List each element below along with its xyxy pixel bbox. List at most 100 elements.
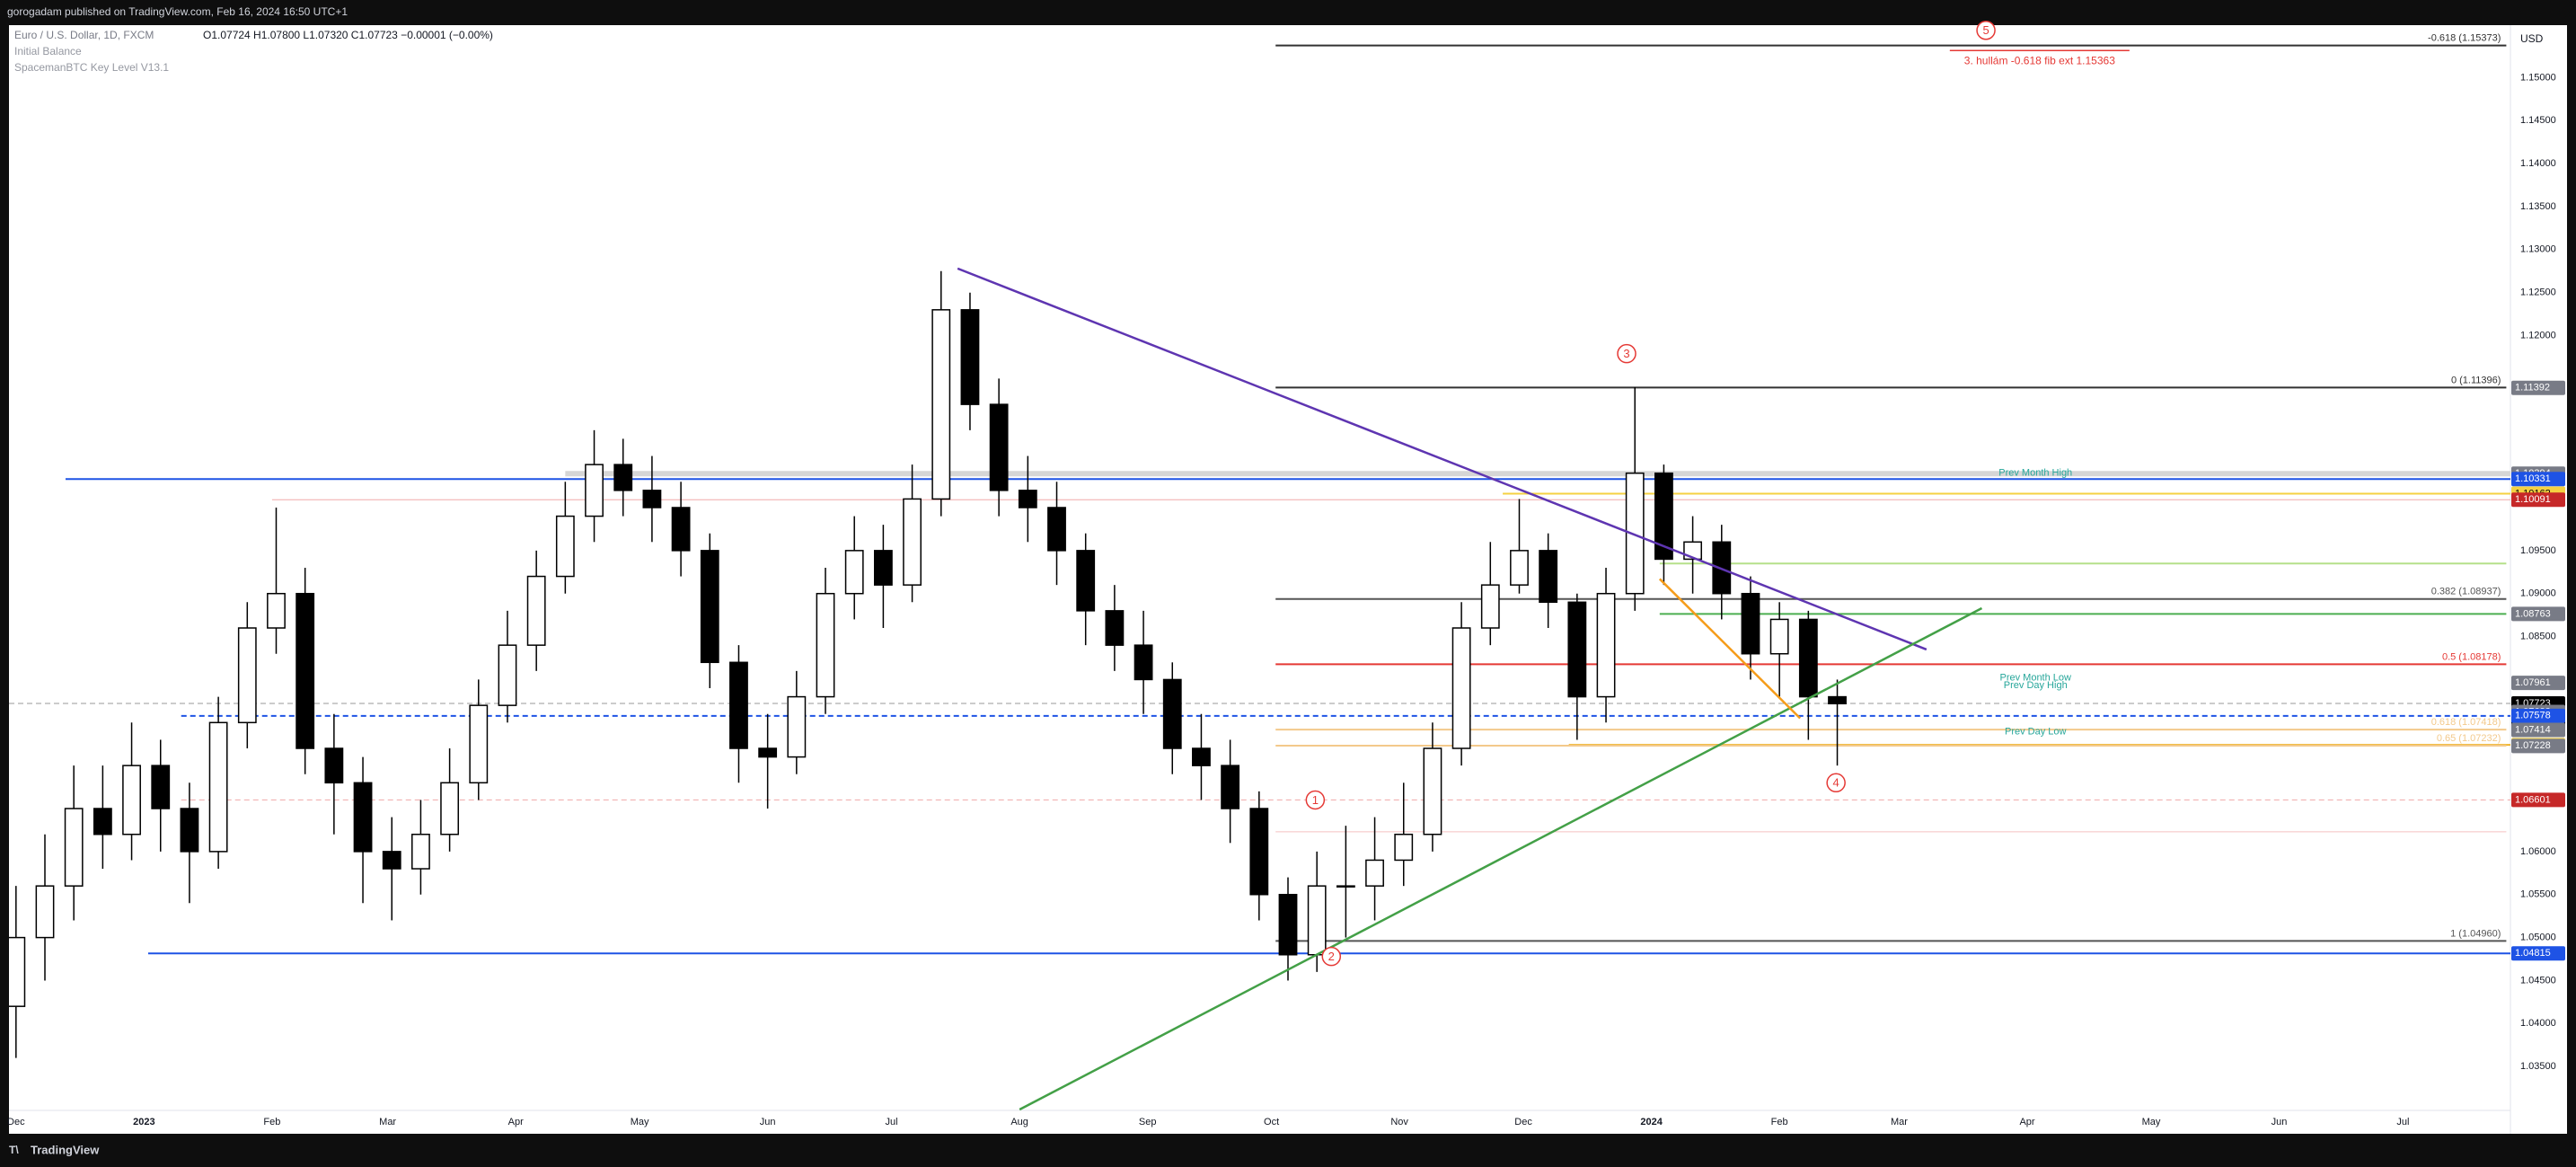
y-tick-label: 1.13000 <box>2520 244 2556 255</box>
candle-body <box>642 490 662 508</box>
price-badge-label: 1.08763 <box>2515 608 2551 619</box>
price-badge <box>2511 606 2565 622</box>
candle-body <box>1510 550 1529 586</box>
y-tick-label: 1.13500 <box>2520 201 2556 212</box>
price-badge <box>2511 792 2565 808</box>
candle-body <box>440 782 460 835</box>
annotation: 3. hullám -0.618 fib ext 1.15363 <box>1964 54 2115 66</box>
price-badge-label: 1.10331 <box>2515 473 2551 484</box>
candle-body <box>903 498 922 586</box>
candle-body <box>35 885 55 939</box>
x-tick-label: Sep <box>1139 1117 1157 1127</box>
y-tick-label: 1.08500 <box>2520 631 2556 641</box>
price-badge <box>2511 738 2565 754</box>
wave-marker <box>1321 946 1342 967</box>
candle-body <box>1451 627 1471 749</box>
chart-title: Euro / U.S. Dollar, 1D, FXCM <box>14 29 154 41</box>
price-badge <box>2511 722 2565 738</box>
price-badge <box>2511 676 2565 691</box>
candle-body <box>1567 601 1587 698</box>
candle-body <box>469 704 489 784</box>
x-tick-label: Mar <box>1891 1117 1908 1127</box>
price-badge <box>2511 708 2565 723</box>
fib-label: 0.65 (1.07232) <box>2437 733 2501 744</box>
level-label: Prev Month High <box>1998 468 2072 479</box>
x-tick-label: Feb <box>1771 1117 1788 1127</box>
fib-label: 0 (1.11396) <box>2451 375 2501 385</box>
candle-body <box>411 833 430 870</box>
y-tick-label: 1.03500 <box>2520 1061 2556 1072</box>
x-tick-label: Dec <box>1514 1117 1532 1127</box>
y-tick-label: 1.12000 <box>2520 330 2556 340</box>
candle-body <box>1278 893 1298 956</box>
y-tick-label: 1.06000 <box>2520 846 2556 857</box>
candle-body <box>498 644 517 706</box>
candle-body <box>989 403 1009 491</box>
candle-body <box>1828 695 1847 704</box>
price-badge <box>2511 946 2565 961</box>
candle-body <box>151 765 171 809</box>
candle-body <box>237 627 257 724</box>
candle-body <box>555 515 575 578</box>
price-badge <box>2511 492 2565 508</box>
price-badge-label: 1.06601 <box>2515 794 2551 805</box>
ohlc-text: O1.07724 H1.07800 L1.07320 C1.07723 −0.0… <box>203 29 493 41</box>
brand: TradingView <box>31 1143 100 1156</box>
level-label: Prev Day Low <box>2005 727 2067 738</box>
trend-line <box>1658 578 1802 720</box>
candle-body <box>382 851 401 870</box>
indicator-name: Initial Balance <box>14 45 82 57</box>
x-tick-label: Apr <box>508 1117 524 1127</box>
currency: USD <box>2520 32 2544 45</box>
y-tick-label: 1.04000 <box>2520 1018 2556 1029</box>
price-badge-label: 1.11392 <box>2515 383 2550 393</box>
candle-body <box>267 592 286 629</box>
candle-body <box>1741 592 1760 655</box>
candle-body <box>1365 859 1384 887</box>
candle-body <box>787 695 807 758</box>
y-tick-label: 1.09000 <box>2520 588 2556 599</box>
y-tick-label: 1.14000 <box>2520 158 2556 169</box>
price-badge-label: 1.04815 <box>2515 948 2551 959</box>
wave-label: 3 <box>1623 347 1629 360</box>
candle-body <box>64 808 84 887</box>
wave-marker <box>1305 790 1326 810</box>
y-tick-label: 1.15000 <box>2520 72 2556 83</box>
published-line: gorogadam published on TradingView.com, … <box>7 5 348 18</box>
candle-body <box>671 507 691 552</box>
price-badge-label: 1.10091 <box>2515 494 2551 505</box>
candle-body <box>1769 618 1789 655</box>
candle-body <box>1047 507 1066 552</box>
y-tick-label: 1.05500 <box>2520 889 2556 900</box>
price-badge <box>2511 472 2565 487</box>
trend-line <box>1019 606 1983 1110</box>
wave-label: 5 <box>1982 23 1989 37</box>
candle-body <box>1336 885 1355 888</box>
x-tick-label: Jun <box>2272 1117 2288 1127</box>
x-tick-label: Dec <box>7 1117 25 1127</box>
y-tick-label: 1.04500 <box>2520 975 2556 986</box>
price-badge <box>2511 380 2565 395</box>
candle-body <box>960 309 980 405</box>
x-tick-label: Apr <box>2019 1117 2034 1127</box>
candle-body <box>1221 765 1240 809</box>
candle-body <box>1162 678 1182 749</box>
candle-body <box>1394 833 1414 862</box>
fib-label: -0.618 (1.15373) <box>2428 33 2501 44</box>
candle-body <box>1192 747 1211 766</box>
brand-logo: T\ <box>9 1144 19 1156</box>
wave-label: 4 <box>1833 776 1839 790</box>
candle-body <box>1539 550 1558 604</box>
x-tick-label: May <box>2142 1117 2161 1127</box>
candle-body <box>1654 472 1673 561</box>
candle-body <box>1307 885 1327 956</box>
x-tick-label: 2024 <box>1640 1117 1663 1127</box>
y-tick-label: 1.12500 <box>2520 287 2556 298</box>
fib-label: 1 (1.04960) <box>2450 928 2501 939</box>
y-tick-label: 1.09500 <box>2520 545 2556 556</box>
candle-body <box>1596 592 1616 698</box>
candle-body <box>353 782 373 853</box>
indicator-name: SpacemanBTC Key Level V13.1 <box>14 61 169 74</box>
